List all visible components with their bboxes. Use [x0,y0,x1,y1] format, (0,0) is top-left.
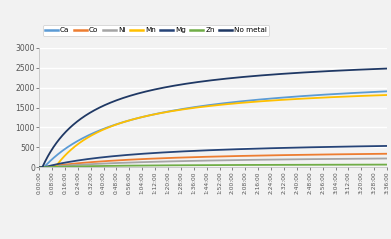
No metal [258,74,263,77]
Mg [336,145,341,148]
Co [37,166,41,169]
Co [385,152,389,155]
Zn [239,163,244,166]
Ca [301,95,305,98]
Zn [336,163,341,166]
Co [58,164,63,167]
Ni [239,159,244,162]
No metal [385,67,389,70]
Legend: Ca, Co, Ni, Mn, Mg, Zn, No metal: Ca, Co, Ni, Mn, Mg, Zn, No metal [43,25,269,36]
Ca [58,151,63,154]
Co [258,154,263,157]
Zn [301,163,305,166]
Zn [248,163,253,166]
Mn [385,93,389,96]
Co [248,154,253,157]
Co [239,154,244,157]
Line: No metal: No metal [39,69,387,167]
No metal [37,166,41,169]
Ca [336,92,341,95]
Mn [258,100,263,103]
Co [336,153,341,156]
Mn [37,166,41,169]
No metal [239,76,244,79]
Mg [58,162,63,165]
Mn [248,101,253,103]
No metal [301,71,305,74]
Ni [301,158,305,161]
Zn [258,163,263,166]
Ni [58,164,63,167]
Line: Mg: Mg [39,146,387,167]
Zn [37,166,41,169]
Mg [258,147,263,150]
Mn [58,159,63,162]
Ca [385,90,389,93]
Ca [258,98,263,101]
Mn [336,95,341,98]
Co [301,153,305,156]
Ni [37,166,41,169]
Mg [37,166,41,169]
Line: Co: Co [39,154,387,167]
No metal [336,69,341,72]
Mg [301,146,305,149]
No metal [248,75,253,78]
Ca [248,99,253,102]
Line: Mn: Mn [39,95,387,167]
Zn [385,163,389,166]
Line: Ni: Ni [39,158,387,167]
Zn [58,165,63,168]
Line: Zn: Zn [39,165,387,167]
Mg [385,145,389,147]
Ca [239,100,244,103]
Line: Ca: Ca [39,91,387,167]
Ni [258,158,263,161]
Ni [385,157,389,160]
Ni [248,158,253,161]
Mn [301,97,305,100]
Mg [248,147,253,150]
Ca [37,166,41,169]
No metal [58,136,63,139]
Mg [239,148,244,151]
Mn [239,101,244,104]
Ni [336,158,341,160]
